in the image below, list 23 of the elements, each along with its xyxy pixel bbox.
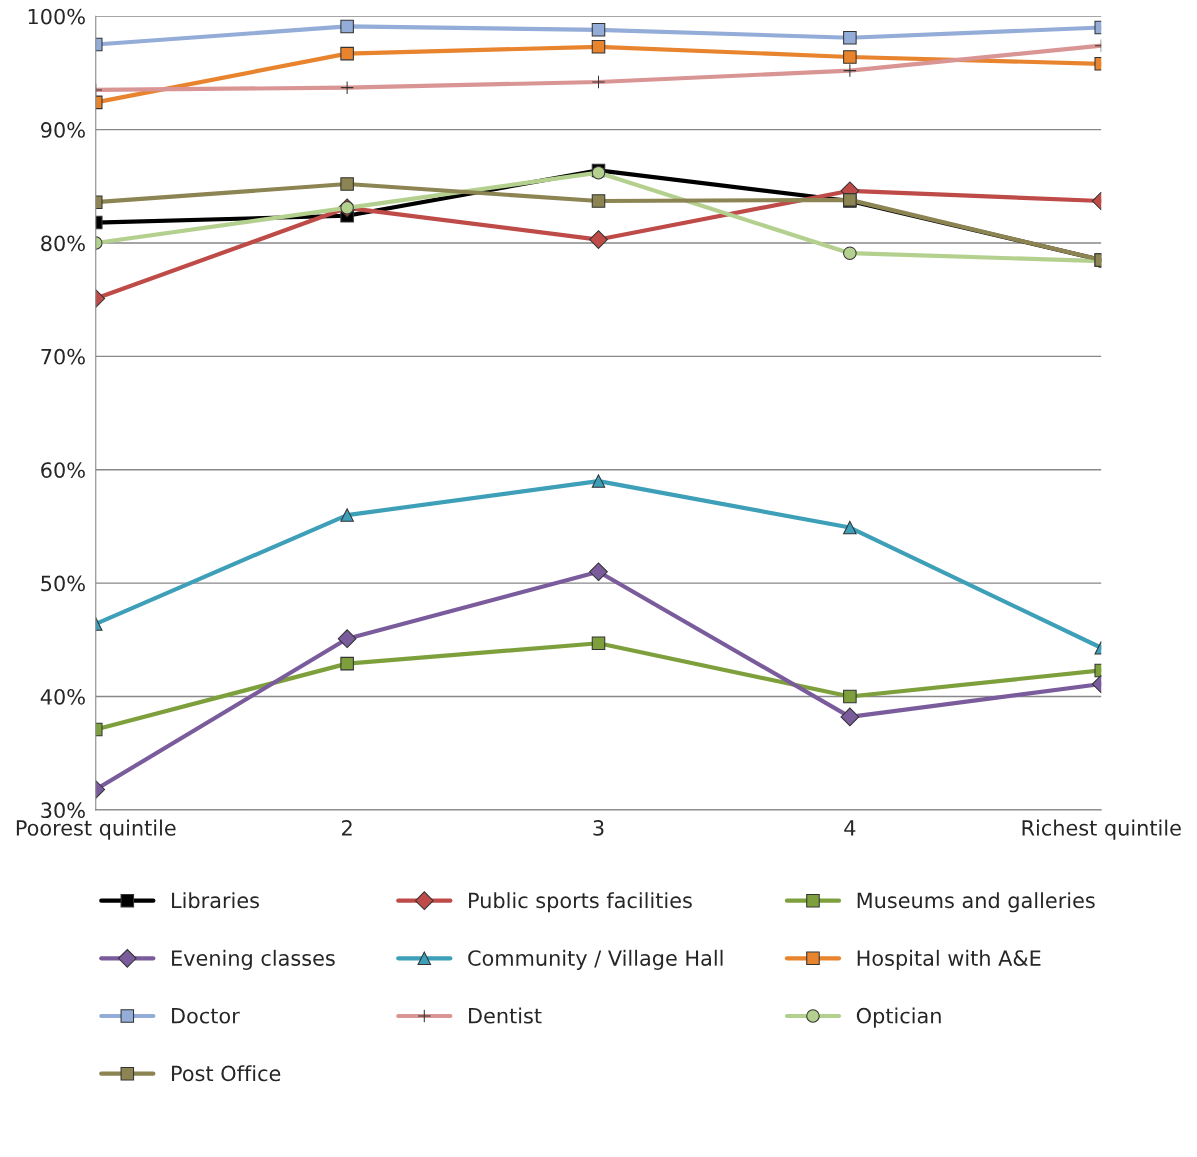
- x-tick-label: Richest quintile: [1022, 819, 1181, 840]
- y-tick-label: 70%: [41, 348, 85, 365]
- y-tick-label: 60%: [41, 462, 85, 478]
- y-tick-label: 90%: [41, 122, 85, 138]
- x-tick-label: Poorest quintile: [16, 819, 176, 840]
- y-tick-label: 80%: [41, 235, 85, 252]
- x-tick-label: 2: [342, 819, 352, 836]
- y-tick-label: 50%: [41, 575, 85, 592]
- legend-label: Public sports facilities: [469, 892, 692, 913]
- legend-label: Optician: [856, 1007, 941, 1028]
- y-tick-label: 40%: [40, 688, 85, 705]
- legend-label: Museums and galleries: [857, 892, 1095, 913]
- legend-label: Libraries: [172, 892, 259, 909]
- legend-label: Hospital with A&E: [857, 949, 1041, 970]
- y-tick-label: 100%: [28, 8, 85, 25]
- legend-label: Dentist: [469, 1007, 542, 1024]
- legend-label: Community / Village Hall: [468, 949, 723, 970]
- legend-label: Evening classes: [172, 949, 335, 970]
- y-tick-label: 30%: [41, 802, 85, 819]
- x-tick-label: 4: [844, 820, 856, 836]
- legend-label: Doctor: [172, 1008, 240, 1024]
- legend-label: Post Office: [172, 1065, 281, 1082]
- x-tick-label: 3: [593, 819, 604, 836]
